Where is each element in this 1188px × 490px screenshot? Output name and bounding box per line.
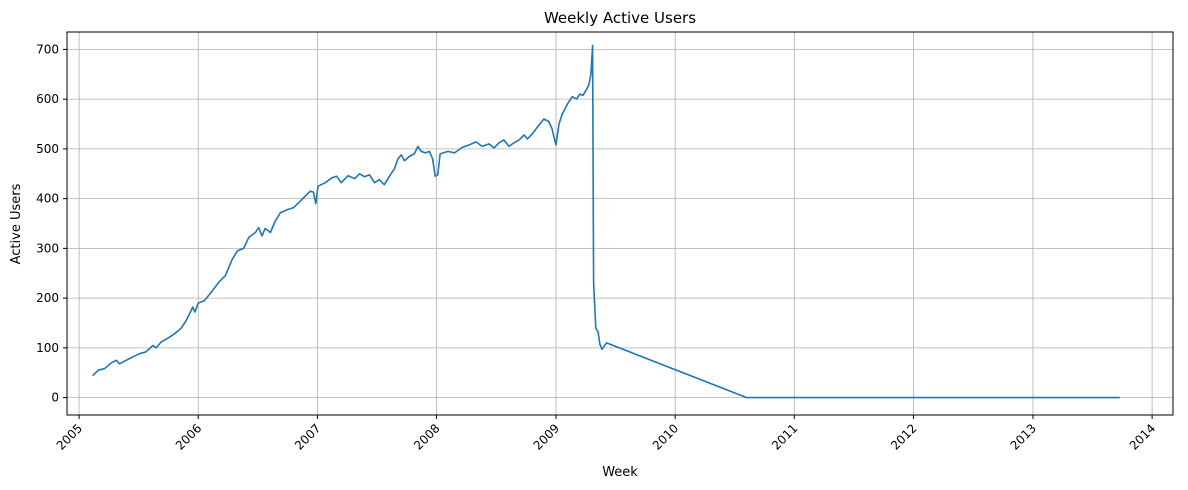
x-gridlines [78, 32, 1153, 415]
y-tick-label: 700 [36, 42, 59, 56]
x-tick-label: 2010 [650, 421, 681, 452]
y-tick-label: 200 [36, 291, 59, 305]
x-tick-label: 2008 [411, 421, 442, 452]
x-axis-ticks: 2005 2006 2007 2008 2009 2010 2011 2012 2013 2014 [54, 415, 1158, 453]
y-tick-label: 100 [36, 341, 59, 355]
y-tick-label: 0 [51, 391, 59, 405]
x-tick-label: 2005 [54, 421, 85, 452]
y-tick-label: 600 [36, 92, 59, 106]
x-tick-label: 2012 [888, 421, 919, 452]
x-axis-label: Week [602, 465, 638, 480]
y-tick-label: 300 [36, 241, 59, 255]
series-line [92, 44, 1120, 399]
x-tick-label: 2007 [292, 421, 323, 452]
y-gridlines [67, 49, 1173, 398]
chart-title: Weekly Active Users [544, 9, 696, 27]
plot-area-frame [66, 31, 1174, 416]
x-tick-label: 2009 [531, 421, 562, 452]
x-tick-label: 2006 [173, 421, 204, 452]
y-tick-label: 500 [36, 142, 59, 156]
x-tick-label: 2014 [1127, 421, 1158, 452]
y-axis-label: Active Users [9, 183, 24, 264]
x-tick-label: 2011 [769, 421, 800, 452]
y-tick-label: 400 [36, 192, 59, 206]
y-axis-ticks: 0 100 200 300 400 500 600 700 [36, 42, 67, 405]
x-tick-label: 2013 [1008, 421, 1039, 452]
